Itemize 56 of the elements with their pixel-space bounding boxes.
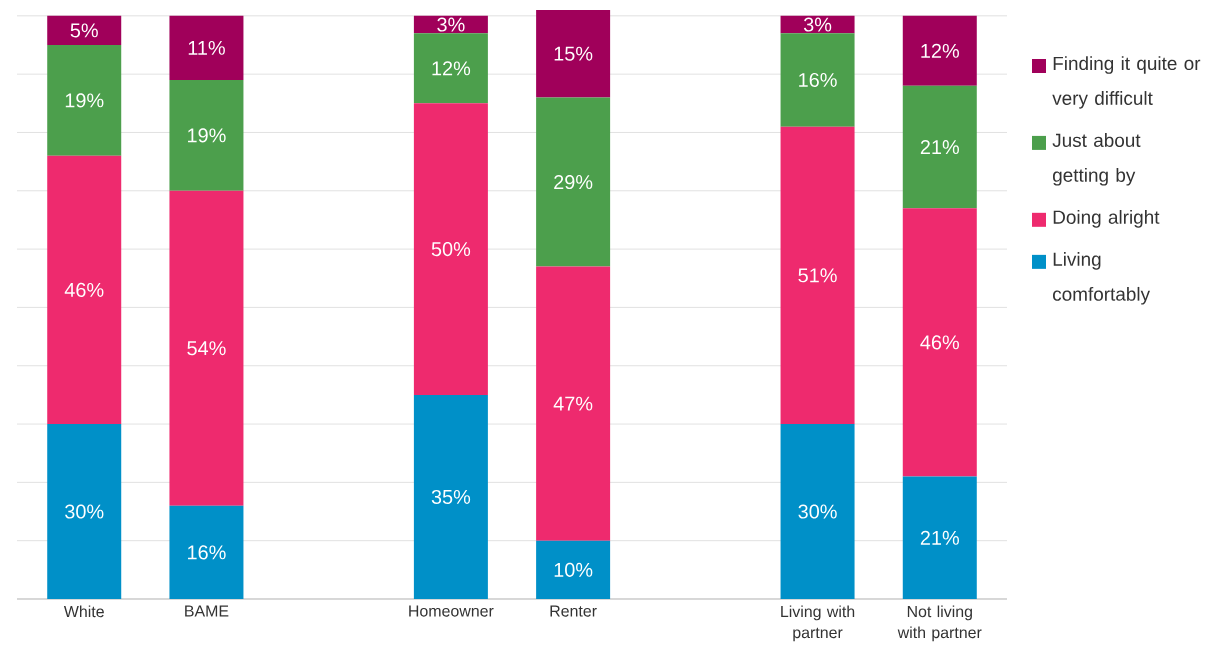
data-label: 46% [920,335,959,350]
bar [47,155,122,425]
bar [780,424,855,599]
legend-label: Finding it quite or very difficult [1052,56,1201,109]
data-label: 5% [70,23,98,38]
data-label: 47% [553,396,593,411]
bar [47,15,122,45]
data-label: 16% [799,72,837,88]
bar [413,33,488,104]
data-label: 29% [554,174,593,190]
data-label: 51% [798,268,837,283]
bar [536,97,611,267]
x-tick-label: Homeowner [409,605,494,617]
legend-label: Living comfortably [1053,252,1150,305]
data-label: 21% [920,530,959,545]
data-label: 35% [431,489,471,504]
bar [169,505,244,599]
bar [902,476,977,599]
bar [169,79,244,191]
data-label: 11% [188,40,225,55]
bar [536,9,611,98]
bar [902,85,977,209]
data-label: 3% [437,17,465,32]
x-tick-label: White [63,605,104,618]
legend-label: Just about getting by [1052,133,1141,186]
data-label: 19% [188,128,226,143]
bar [536,540,611,599]
x-tick-label: BAME [185,605,229,617]
data-label: 54% [187,341,226,356]
bar [47,44,122,156]
bar [47,424,122,599]
x-tick-label: Not living with partner [897,605,982,642]
data-label: 12% [921,43,959,58]
data-label: 46% [64,282,104,297]
bar [902,15,977,86]
data-label: 30% [65,504,104,519]
data-label: 12% [432,61,471,76]
data-label: 3% [803,17,832,32]
bar [780,33,855,127]
data-label: 21% [920,140,959,155]
legend-label: Doing alright [1053,210,1160,228]
x-tick-label: Living with partner [781,605,855,642]
data-label: 50% [431,242,471,257]
bar [780,126,855,425]
data-label: 19% [65,93,104,108]
bar [169,15,244,80]
data-label: 15% [554,46,593,61]
x-tick-label: Renter [550,605,597,617]
bar [169,190,244,506]
data-label: 16% [188,545,226,560]
bar [536,266,611,541]
bar [413,103,488,395]
data-label: 30% [798,504,837,519]
bar [413,394,488,599]
data-label: 10% [554,562,593,577]
bar [902,208,977,477]
